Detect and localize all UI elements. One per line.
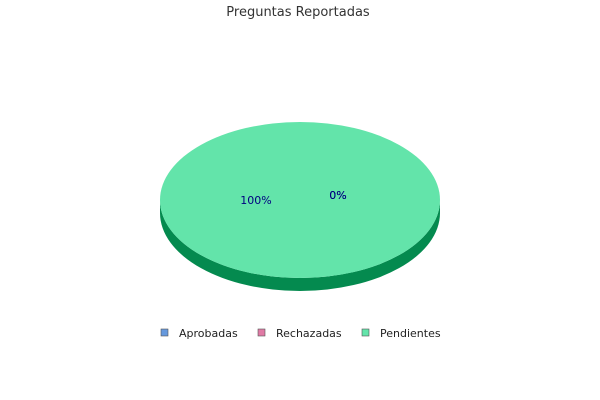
data-labels: 0%0%100% [240,189,346,207]
pie-slice-pendientes [160,122,440,278]
legend-label-pendientes: Pendientes [380,327,441,340]
legend: Aprobadas Rechazadas Pendientes [160,327,441,340]
data-label-aprobadas: 0% [329,189,346,202]
pie-side-pendientes [160,200,440,291]
data-label-rechazadas: 0% [329,189,346,202]
legend-swatch-rechazadas [257,328,266,337]
legend-swatch-pendientes [361,328,370,337]
data-label-pendientes: 100% [240,194,271,207]
legend-label-rechazadas: Rechazadas [276,327,342,340]
legend-swatch-aprobadas [160,328,169,337]
chart-title: Preguntas Reportadas [226,5,370,20]
legend-label-aprobadas: Aprobadas [179,327,238,340]
pie-body [160,122,440,291]
